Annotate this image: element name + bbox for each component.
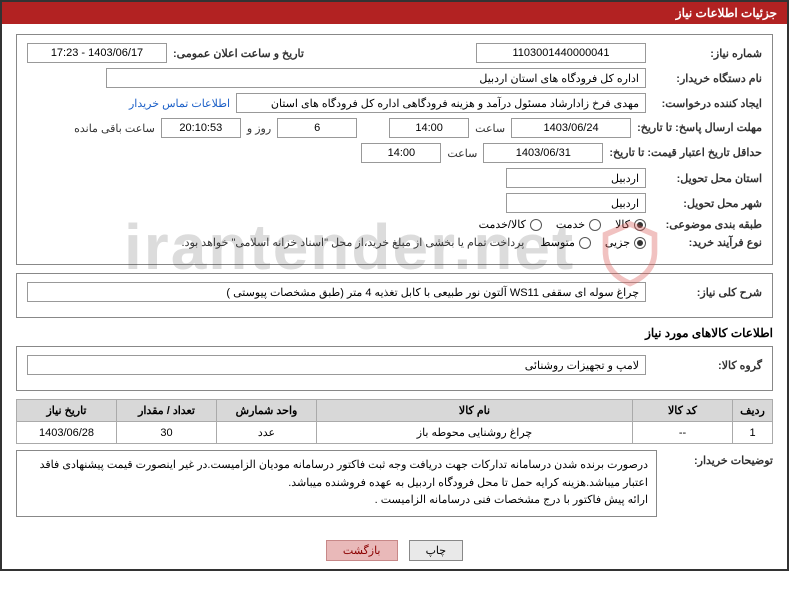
- th-code: کد کالا: [633, 400, 733, 422]
- countdown-field: 20:10:53: [161, 118, 241, 138]
- deadline-time-field: 14:00: [389, 118, 469, 138]
- validity-date-field: 1403/06/31: [483, 143, 603, 163]
- goods-heading: اطلاعات کالاهای مورد نیاز: [16, 326, 773, 340]
- city-label: شهر محل تحویل:: [652, 197, 762, 210]
- time-label-2: ساعت: [447, 147, 477, 160]
- back-button[interactable]: بازگشت: [326, 540, 398, 561]
- days-suffix: روز و: [247, 122, 271, 135]
- main-desc-field: چراغ سوله ای سقفی WS11 آلتون نور طبیعی ب…: [27, 282, 646, 302]
- deadline-date-field: 1403/06/24: [511, 118, 631, 138]
- radio-medium[interactable]: متوسط: [540, 236, 591, 249]
- creator-field: مهدی فرخ زادارشاد مسئول درآمد و هزینه فر…: [236, 93, 646, 113]
- buyer-org-label: نام دستگاه خریدار:: [652, 72, 762, 85]
- group-label: گروه کالا:: [652, 359, 762, 372]
- validity-label: حداقل تاریخ اعتبار قیمت: تا تاریخ:: [609, 147, 762, 159]
- radio-goods-service[interactable]: کالا/خدمت: [479, 218, 542, 231]
- table-row: 1 -- چراغ روشنایی محوطه باز عدد 30 1403/…: [17, 422, 773, 444]
- cell-code: --: [633, 422, 733, 444]
- province-label: استان محل تحویل:: [652, 172, 762, 185]
- time-label-1: ساعت: [475, 122, 505, 135]
- info-section: شماره نیاز: 1103001440000041 تاریخ و ساع…: [16, 34, 773, 265]
- classify-label: طبقه بندی موضوعی:: [652, 218, 762, 231]
- deadline-label: مهلت ارسال پاسخ: تا تاریخ:: [637, 122, 762, 134]
- print-button[interactable]: چاپ: [409, 540, 464, 561]
- cell-name: چراغ روشنایی محوطه باز: [317, 422, 633, 444]
- cell-idx: 1: [733, 422, 773, 444]
- th-name: نام کالا: [317, 400, 633, 422]
- province-field: اردبیل: [506, 168, 646, 188]
- need-number-field: 1103001440000041: [476, 43, 646, 63]
- th-date: تاریخ نیاز: [17, 400, 117, 422]
- items-table: ردیف کد کالا نام کالا واحد شمارش تعداد /…: [16, 399, 773, 444]
- radio-minor[interactable]: جزیی: [605, 236, 646, 249]
- radio-service[interactable]: خدمت: [556, 218, 601, 231]
- purchase-type-label: نوع فرآیند خرید:: [652, 236, 762, 249]
- classify-radio-group: کالا خدمت کالا/خدمت: [479, 218, 646, 231]
- cell-qty: 30: [117, 422, 217, 444]
- th-qty: تعداد / مقدار: [117, 400, 217, 422]
- radio-goods[interactable]: کالا: [615, 218, 646, 231]
- purchase-radio-group: جزیی متوسط: [540, 236, 646, 249]
- announce-label: تاریخ و ساعت اعلان عمومی:: [173, 47, 304, 60]
- goods-section: گروه کالا: لامپ و تجهیزات روشنائی: [16, 346, 773, 391]
- th-row: ردیف: [733, 400, 773, 422]
- th-unit: واحد شمارش: [217, 400, 317, 422]
- cell-date: 1403/06/28: [17, 422, 117, 444]
- buyer-notes-label: توضیحات خریدار:: [663, 450, 773, 467]
- group-field: لامپ و تجهیزات روشنائی: [27, 355, 646, 375]
- button-bar: چاپ بازگشت: [2, 532, 787, 569]
- buyer-org-field: اداره کل فرودگاه های استان اردبیل: [106, 68, 646, 88]
- validity-time-field: 14:00: [361, 143, 441, 163]
- creator-label: ایجاد کننده درخواست:: [652, 97, 762, 110]
- purchase-note: پرداخت تمام یا بخشی از مبلغ خرید،از محل …: [182, 236, 525, 249]
- main-desc-label: شرح کلی نیاز:: [652, 286, 762, 299]
- announce-field: 1403/06/17 - 17:23: [27, 43, 167, 63]
- cell-unit: عدد: [217, 422, 317, 444]
- description-section: شرح کلی نیاز: چراغ سوله ای سقفی WS11 آلت…: [16, 273, 773, 318]
- contact-link[interactable]: اطلاعات تماس خریدار: [129, 97, 230, 110]
- buyer-notes-box: درصورت برنده شدن درسامانه تدارکات جهت در…: [16, 450, 657, 517]
- days-field: 6: [277, 118, 357, 138]
- need-number-label: شماره نیاز:: [652, 47, 762, 60]
- page-title: جزئیات اطلاعات نیاز: [2, 2, 787, 24]
- remaining-label: ساعت باقی مانده: [74, 122, 155, 135]
- city-field: اردبیل: [506, 193, 646, 213]
